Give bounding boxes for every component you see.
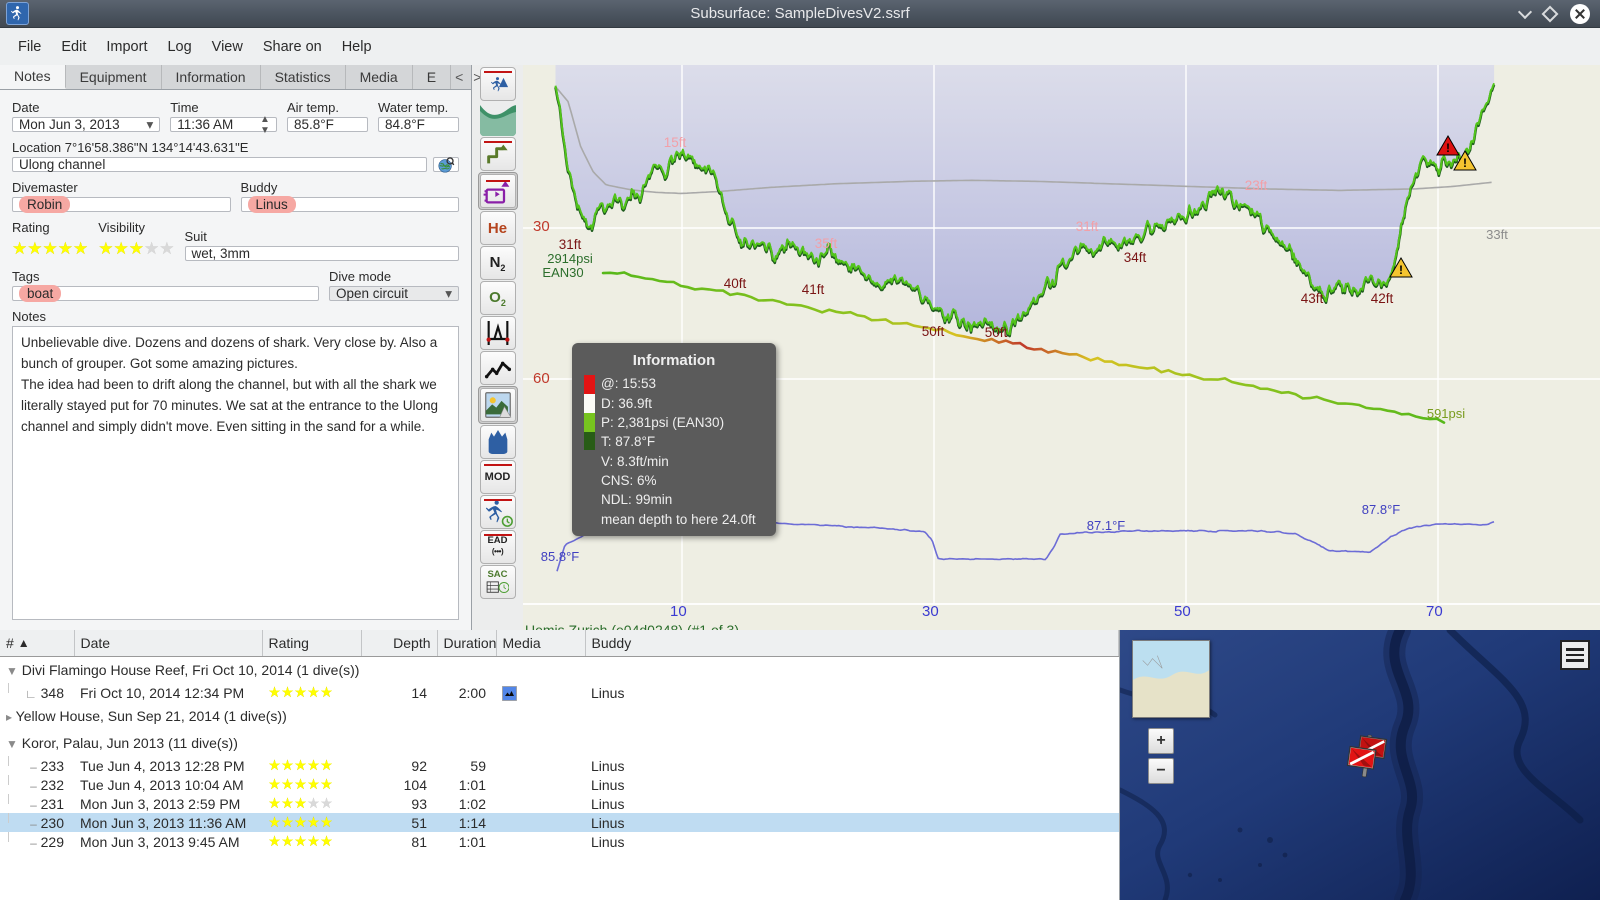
svg-text:!: ! <box>1446 141 1450 155</box>
svg-text:!: ! <box>1399 263 1403 277</box>
svg-text:!: ! <box>1463 156 1467 170</box>
